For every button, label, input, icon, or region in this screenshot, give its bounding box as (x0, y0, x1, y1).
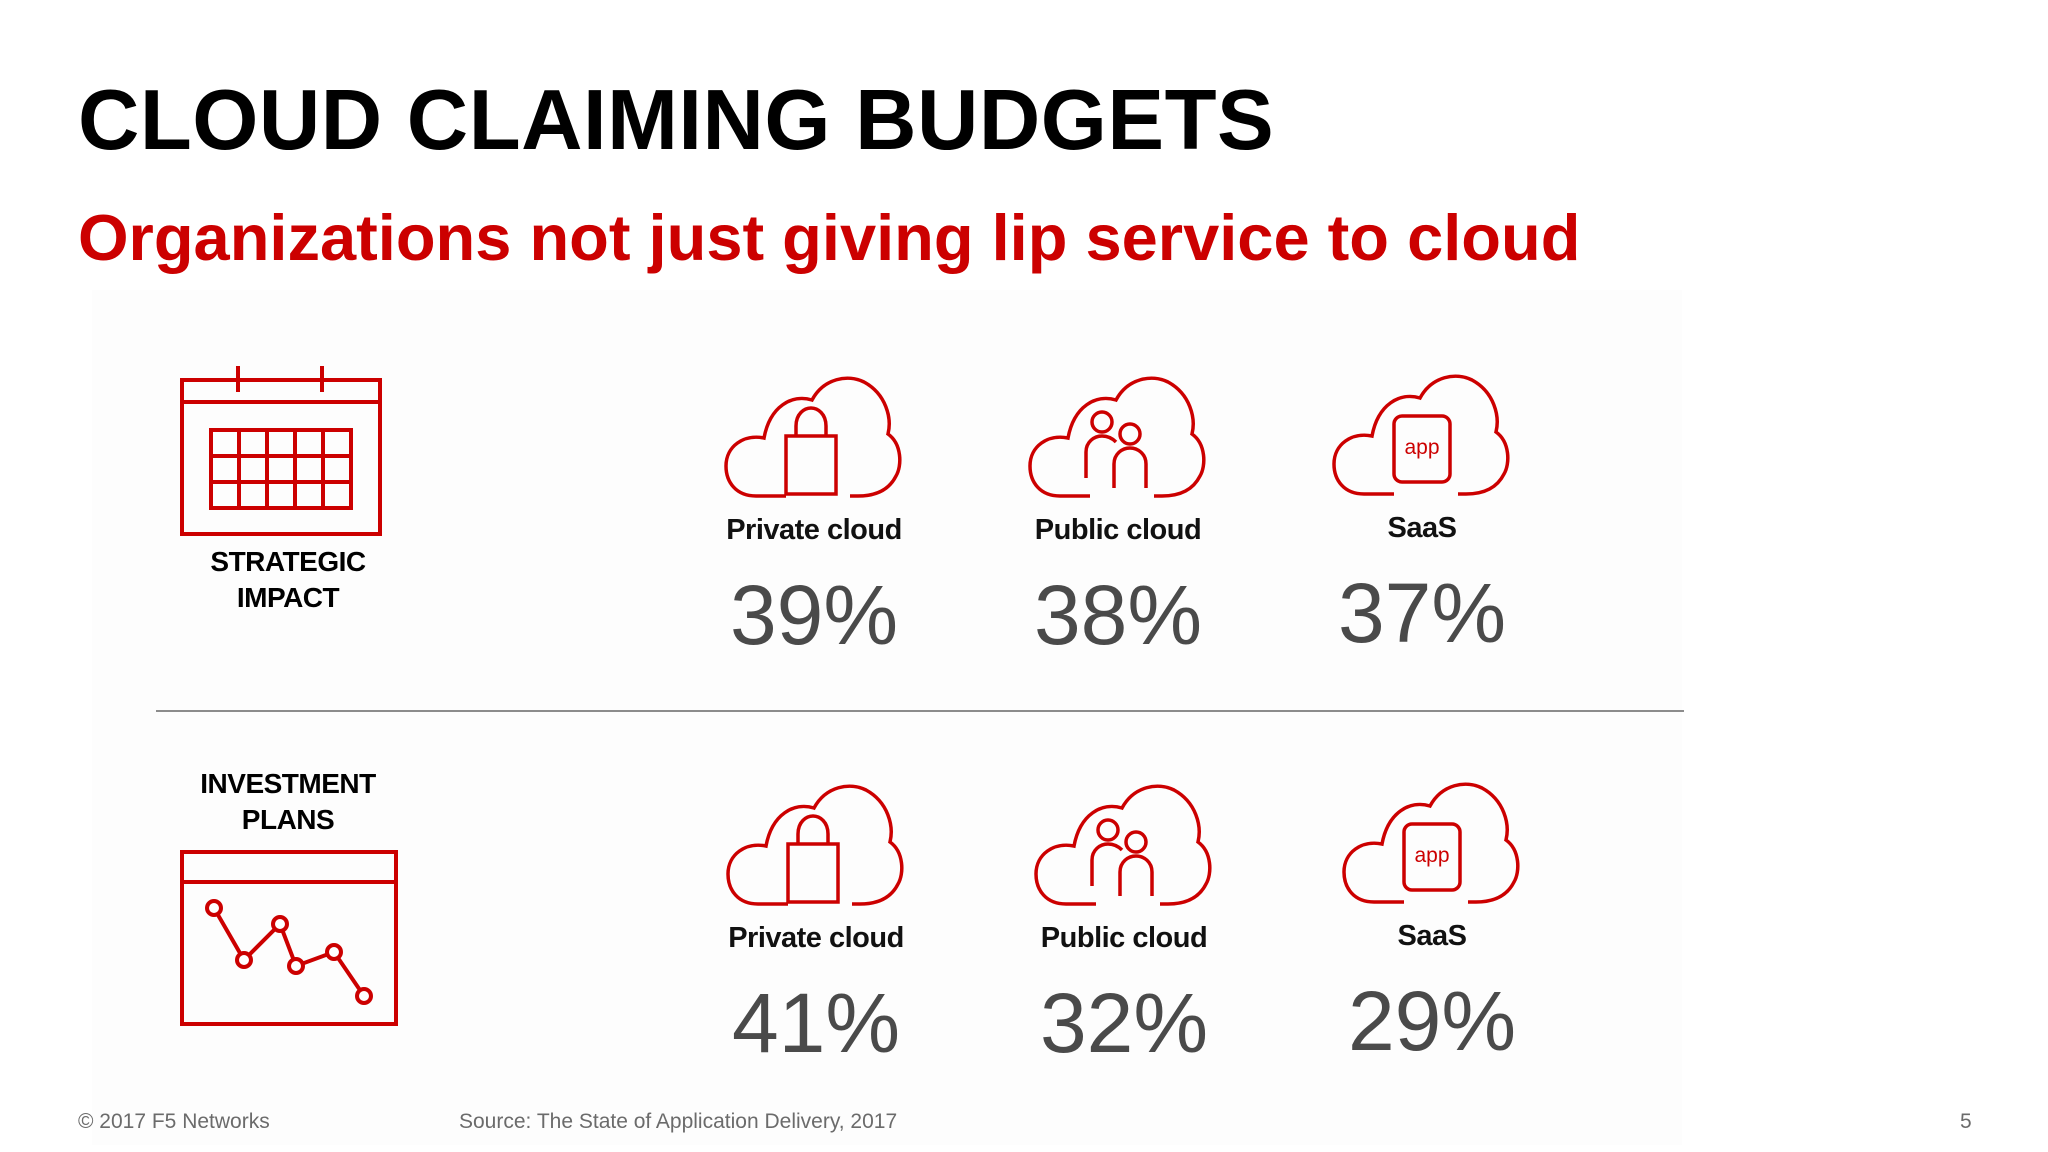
public-cloud-people-icon (1028, 376, 1206, 498)
slide-subtitle: Organizations not just giving lip servic… (78, 201, 1581, 274)
page-number: 5 (1960, 1110, 1972, 1133)
private-cloud-lock-icon (724, 376, 902, 498)
card-value: 41% (731, 976, 901, 1070)
saas-cloud-app-icon: app (1332, 374, 1510, 496)
section-label-line: IMPACT (236, 582, 340, 613)
section-label-investment-plans: INVESTMENT PLANS (158, 766, 418, 838)
card-value: 38% (1033, 568, 1203, 662)
section-label-line: INVESTMENT (200, 768, 376, 799)
app-icon-text: app (1414, 844, 1449, 867)
card-value: 37% (1337, 566, 1507, 660)
footer-source: Source: The State of Application Deliver… (459, 1110, 898, 1133)
section-label-line: STRATEGIC (210, 546, 366, 577)
public-cloud-people-icon (1034, 784, 1212, 906)
card-value: 29% (1347, 974, 1517, 1068)
private-cloud-lock-icon (726, 784, 904, 906)
section-divider (156, 710, 1684, 712)
card-label: Public cloud (1040, 922, 1208, 954)
stat-card-public-cloud: Public cloud 32% (994, 780, 1254, 1072)
footer-copyright: © 2017 F5 Networks (78, 1110, 270, 1133)
stat-card-private-cloud: Private cloud 41% (686, 780, 946, 1072)
card-value: 32% (1039, 976, 1209, 1070)
section-label-strategic-impact: STRATEGIC IMPACT (158, 544, 418, 616)
stat-card-private-cloud: Private cloud 39% (684, 372, 944, 664)
card-label: Public cloud (1034, 514, 1202, 546)
card-value: 39% (729, 568, 899, 662)
stat-card-saas: app SaaS 37% (1292, 370, 1552, 662)
slide-title: CLOUD CLAIMING BUDGETS (78, 73, 1275, 168)
card-label: SaaS (1397, 920, 1467, 952)
stat-card-saas: app SaaS 29% (1302, 778, 1562, 1070)
card-label: Private cloud (726, 514, 902, 546)
card-label: SaaS (1387, 512, 1457, 544)
card-label: Private cloud (728, 922, 904, 954)
stat-card-public-cloud: Public cloud 38% (988, 372, 1248, 664)
calendar-icon (178, 362, 384, 543)
section-label-line: PLANS (241, 804, 335, 835)
saas-cloud-app-icon: app (1342, 782, 1520, 904)
app-icon-text: app (1404, 436, 1439, 459)
line-chart-icon (178, 848, 400, 1033)
